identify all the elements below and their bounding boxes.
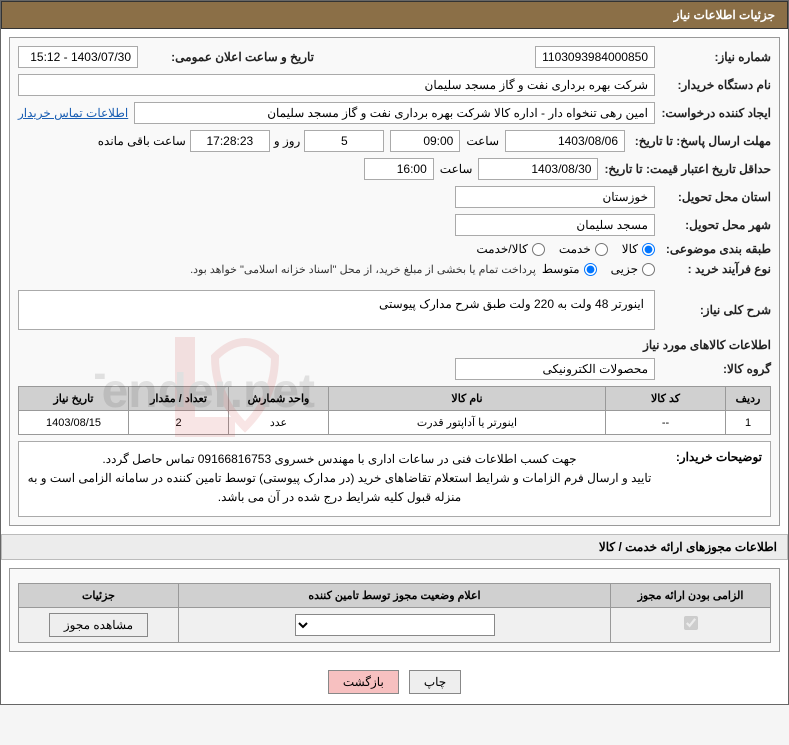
province-value: خوزستان: [455, 186, 655, 208]
deadline-label: مهلت ارسال پاسخ: تا تاریخ:: [631, 134, 771, 148]
col-name: نام کالا: [329, 387, 606, 411]
category-radio-group: کالا خدمت کالا/خدمت: [476, 242, 655, 256]
table-cell: --: [606, 411, 726, 435]
category-radio-2[interactable]: [532, 243, 545, 256]
category-option-2[interactable]: کالا/خدمت: [476, 242, 544, 256]
permit-mandatory-checkbox: [684, 616, 698, 630]
need-info-section: شماره نیاز: 1103093984000850 تاریخ و ساع…: [9, 37, 780, 526]
category-radio-1[interactable]: [595, 243, 608, 256]
footer-buttons: چاپ بازگشت: [1, 660, 788, 704]
deadline-date: 1403/08/06: [505, 130, 625, 152]
process-option-1[interactable]: متوسط: [542, 262, 597, 276]
remaining-time: 17:28:23: [190, 130, 270, 152]
permit-col-mandatory: الزامی بودن ارائه مجوز: [611, 583, 771, 607]
buyer-contact-link[interactable]: اطلاعات تماس خریدار: [18, 106, 128, 120]
requester-label: ایجاد کننده درخواست:: [661, 106, 771, 120]
province-label: استان محل تحویل:: [661, 190, 771, 204]
process-label: نوع فرآیند خرید :: [661, 262, 771, 276]
table-cell: عدد: [229, 411, 329, 435]
process-radio-group: جزیی متوسط: [542, 262, 655, 276]
requester-value: امین رهی تنخواه دار - اداره کالا شرکت به…: [134, 102, 655, 124]
process-radio-0[interactable]: [642, 263, 655, 276]
print-button[interactable]: چاپ: [409, 670, 461, 694]
validity-label: حداقل تاریخ اعتبار قیمت: تا تاریخ:: [604, 162, 771, 176]
permits-table: الزامی بودن ارائه مجوز اعلام وضعیت مجوز …: [18, 583, 771, 643]
permit-col-details: جزئیات: [19, 583, 179, 607]
category-option-1[interactable]: خدمت: [559, 242, 608, 256]
goods-table: ردیف کد کالا نام کالا واحد شمارش تعداد /…: [18, 386, 771, 435]
table-cell: اینورتر یا آداپتور قدرت: [329, 411, 606, 435]
permit-col-status: اعلام وضعیت مجوز توسط تامین کننده: [179, 583, 611, 607]
buyer-notes-box: توضیحات خریدار: جهت کسب اطلاعات فنی در س…: [18, 441, 771, 517]
table-cell: 1403/08/15: [19, 411, 129, 435]
permits-table-header: الزامی بودن ارائه مجوز اعلام وضعیت مجوز …: [19, 583, 771, 607]
table-row: 1--اینورتر یا آداپتور قدرتعدد21403/08/15: [19, 411, 771, 435]
page-title: جزئیات اطلاعات نیاز: [674, 8, 775, 22]
announce-value: 1403/07/30 - 15:12: [18, 46, 138, 68]
buyer-org-label: نام دستگاه خریدار:: [661, 78, 771, 92]
city-value: مسجد سلیمان: [455, 214, 655, 236]
back-button[interactable]: بازگشت: [328, 670, 399, 694]
process-radio-1[interactable]: [584, 263, 597, 276]
col-qty: تعداد / مقدار: [129, 387, 229, 411]
table-cell: 2: [129, 411, 229, 435]
goods-group-value: محصولات الکترونیکی: [455, 358, 655, 380]
col-date: تاریخ نیاز: [19, 387, 129, 411]
buyer-org-value: شرکت بهره برداری نفت و گاز مسجد سلیمان: [18, 74, 655, 96]
col-unit: واحد شمارش: [229, 387, 329, 411]
validity-time: 16:00: [364, 158, 434, 180]
permit-details-button[interactable]: مشاهده مجوز: [49, 613, 148, 637]
col-code: کد کالا: [606, 387, 726, 411]
deadline-time: 09:00: [390, 130, 460, 152]
summary-value: اینورتر 48 ولت به 220 ولت طبق شرح مدارک …: [18, 290, 655, 330]
payment-note: پرداخت تمام یا بخشی از مبلغ خرید، از محل…: [190, 263, 536, 276]
need-number-label: شماره نیاز:: [661, 50, 771, 64]
goods-table-header: ردیف کد کالا نام کالا واحد شمارش تعداد /…: [19, 387, 771, 411]
buyer-notes-label: توضیحات خریدار:: [662, 450, 762, 508]
goods-heading: اطلاعات کالاهای مورد نیاز: [18, 338, 771, 352]
category-option-0[interactable]: کالا: [622, 242, 655, 256]
table-cell: 1: [726, 411, 771, 435]
permits-heading: اطلاعات مجوزهای ارائه خدمت / کالا: [1, 534, 788, 560]
remaining-days: 5: [304, 130, 384, 152]
time-label-1: ساعت: [466, 134, 499, 148]
category-radio-0[interactable]: [642, 243, 655, 256]
summary-label: شرح کلی نیاز:: [661, 303, 771, 317]
process-option-0[interactable]: جزیی: [611, 262, 655, 276]
page-header: جزئیات اطلاعات نیاز: [1, 1, 788, 29]
col-row: ردیف: [726, 387, 771, 411]
need-number-value: 1103093984000850: [535, 46, 655, 68]
remaining-suffix: ساعت باقی مانده: [98, 134, 186, 148]
validity-date: 1403/08/30: [478, 158, 598, 180]
permits-section: الزامی بودن ارائه مجوز اعلام وضعیت مجوز …: [9, 568, 780, 652]
buyer-notes-text: جهت کسب اطلاعات فنی در ساعات اداری با مه…: [27, 450, 652, 508]
city-label: شهر محل تحویل:: [661, 218, 771, 232]
goods-group-label: گروه کالا:: [661, 362, 771, 376]
permit-row: مشاهده مجوز: [19, 607, 771, 642]
time-label-2: ساعت: [440, 162, 473, 176]
permit-status-select[interactable]: [295, 614, 495, 636]
announce-label: تاریخ و ساعت اعلان عمومی:: [144, 50, 314, 64]
days-word: روز و: [274, 134, 301, 148]
category-label: طبقه بندی موضوعی:: [661, 242, 771, 256]
